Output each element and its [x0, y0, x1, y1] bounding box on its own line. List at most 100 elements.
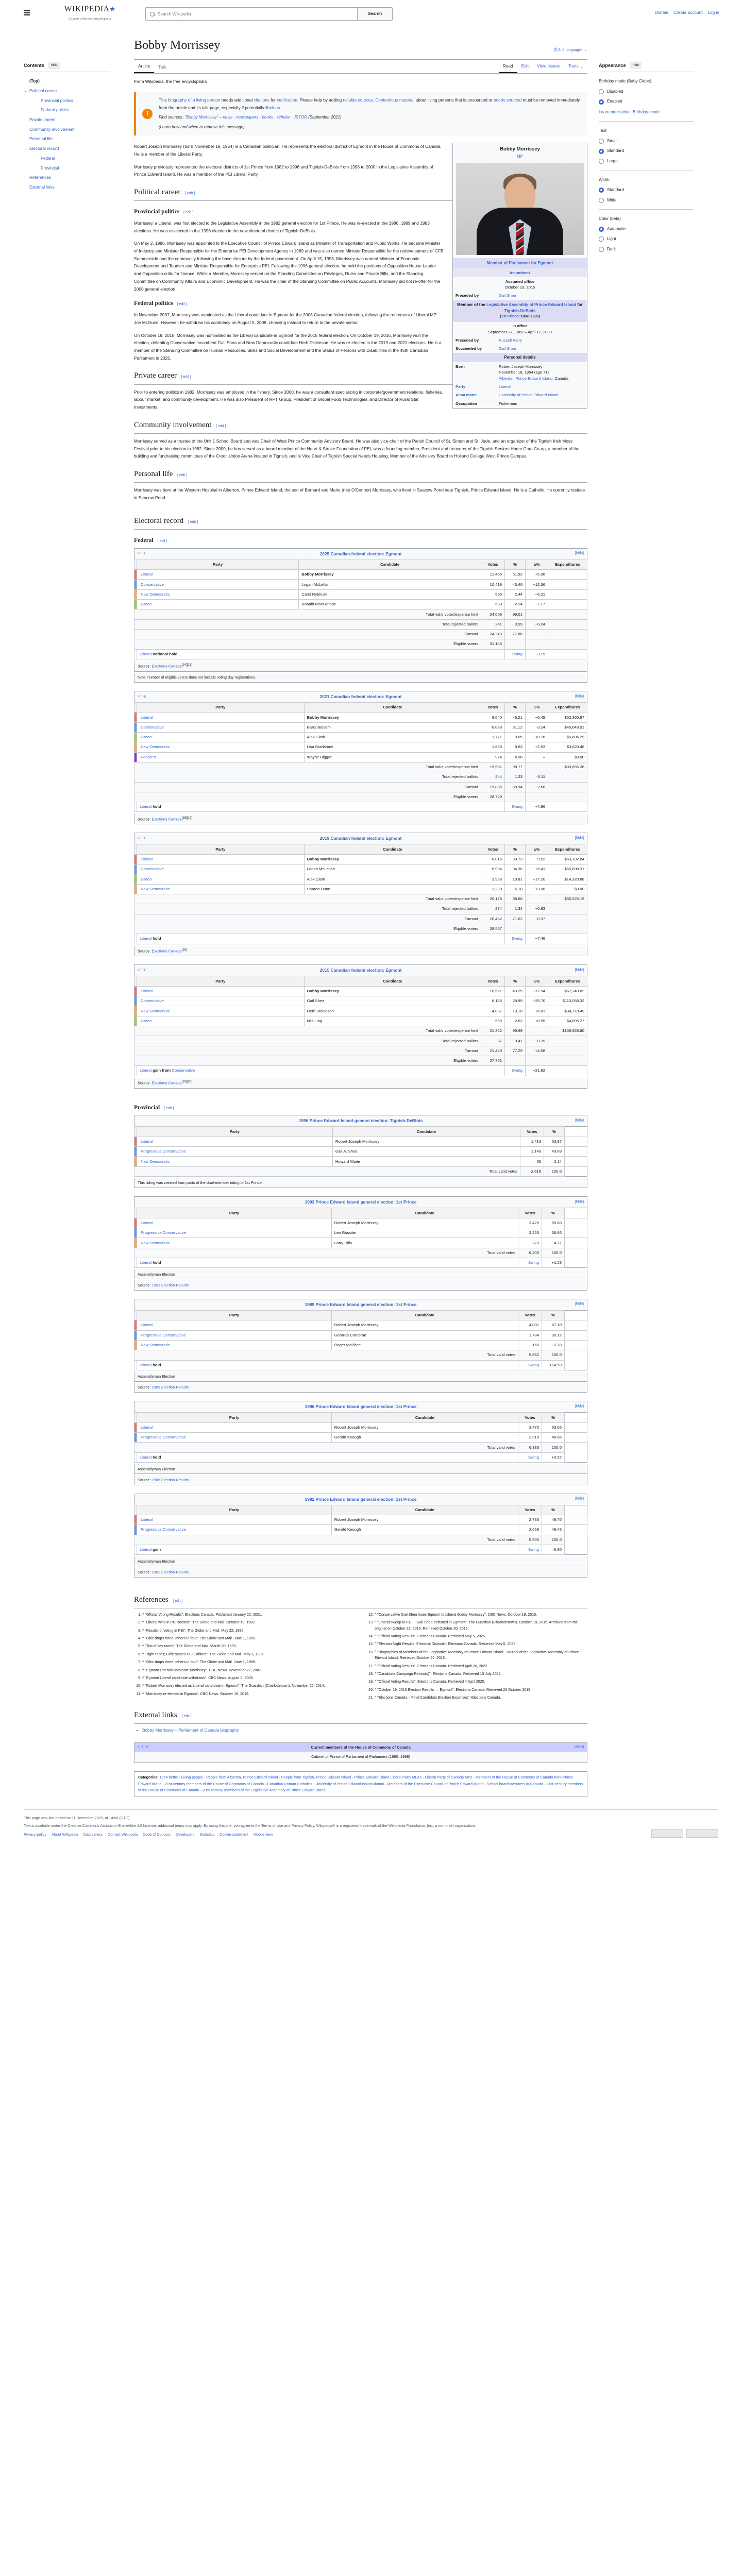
result-party-link[interactable]: Liberal — [140, 1362, 152, 1367]
tab-talk[interactable]: Talk — [158, 64, 166, 70]
footer-link[interactable]: Code of Conduct — [142, 1832, 171, 1837]
party-link[interactable]: Liberal — [141, 1425, 153, 1430]
party-link[interactable]: Green — [141, 876, 152, 882]
category-link[interactable]: 20th-century members of the Legislative … — [203, 1788, 326, 1793]
election-link[interactable]: 1993 Prince Edward Island general electi… — [305, 1199, 394, 1205]
tab-article[interactable]: Article — [134, 63, 155, 74]
libelous-link[interactable]: libelous — [265, 105, 280, 110]
toc-item-label[interactable]: Political career — [29, 88, 57, 93]
source-link[interactable]: Elections Canada — [151, 664, 182, 669]
toc-item-political-career[interactable]: ⌄ Political career — [24, 87, 122, 96]
party-link[interactable]: Conservative — [141, 867, 164, 872]
toc-item-label[interactable]: Provincial politics — [41, 98, 73, 103]
toc-item-community-involvement[interactable]: Community involvement — [24, 125, 122, 135]
district-link[interactable]: Egmont — [385, 694, 402, 699]
election-link[interactable]: 1982 Prince Edward Island general electi… — [305, 1496, 394, 1502]
toc-item-personal-life[interactable]: Personal life — [24, 134, 122, 144]
source-jstor[interactable]: JSTOR — [293, 115, 307, 120]
district-link[interactable]: 1st Prince — [396, 1301, 417, 1307]
party-link[interactable]: Conservative — [141, 998, 164, 1004]
table-hide-link[interactable]: [hide] — [575, 1118, 584, 1123]
category-link[interactable]: Liberal Party of Canada MPs — [425, 1774, 473, 1780]
party-link[interactable]: Conservative — [141, 724, 164, 730]
election-title[interactable]: 2021 Canadian federal election: Egmont — [319, 694, 402, 699]
source-news[interactable]: news — [223, 115, 233, 120]
party-link[interactable]: New Democratic — [141, 1159, 170, 1164]
footer-link[interactable]: About Wikipedia — [51, 1832, 78, 1837]
category-link[interactable]: People from Alberton, Prince Edward Isla… — [206, 1774, 278, 1780]
toc-item-private-career[interactable]: Private career — [24, 115, 122, 125]
width-option-standard[interactable]: Standard — [599, 187, 694, 194]
vte-links[interactable]: V·T·E — [138, 969, 147, 972]
election-link[interactable]: 2015 Canadian federal election — [319, 968, 383, 973]
table-hide-link[interactable]: [hide] — [575, 836, 584, 840]
table-hide-link[interactable]: [hide] — [575, 694, 584, 699]
footer-link[interactable]: Cookie statement — [220, 1832, 248, 1837]
source-link[interactable]: 1982 Election Results — [151, 1569, 189, 1574]
party-link[interactable]: Progressive Conservative — [141, 1149, 186, 1154]
election-title[interactable]: 1996 Prince Edward Island general electi… — [298, 1118, 423, 1124]
toc-item-references[interactable]: References — [24, 173, 122, 183]
category-link[interactable]: Members of the House of Commons of Canad… — [138, 1774, 574, 1786]
toc-item-label[interactable]: Private career — [29, 117, 56, 123]
election-title[interactable]: 2019 Canadian federal election: Egmont — [319, 836, 402, 841]
category-link[interactable]: Canadian Roman Catholics — [267, 1781, 313, 1786]
tab-view-history[interactable]: View history — [537, 63, 561, 69]
blp-link[interactable]: biography of a living person — [167, 97, 221, 103]
footer-link[interactable]: Privacy policy — [24, 1832, 46, 1837]
swing-link[interactable]: Swing — [528, 1547, 539, 1552]
source-link[interactable]: 1989 Election Results — [151, 1385, 189, 1390]
result-party-link[interactable]: Liberal — [140, 1068, 152, 1073]
swing-link[interactable]: Swing — [512, 804, 522, 809]
create-account-link[interactable]: Create account — [673, 10, 703, 15]
tab-tools[interactable]: Tools ⌄ — [568, 63, 583, 69]
party-link[interactable]: Progressive Conservative — [141, 1332, 186, 1337]
footer-link[interactable]: Disclaimers — [83, 1832, 103, 1837]
mediawiki-badge[interactable] — [686, 1828, 718, 1838]
source-link[interactable]: 1993 Election Results — [151, 1282, 189, 1287]
external-link[interactable]: Bobby Morrissey – Parliament of Canada b… — [142, 1727, 239, 1733]
verification-link[interactable]: verification — [277, 97, 297, 103]
source-refs[interactable]: [14][15] — [181, 663, 193, 667]
district-link[interactable]: 1st Prince — [396, 1404, 417, 1410]
toc-item-label[interactable]: External links — [29, 184, 55, 190]
text-option-small[interactable]: Small — [599, 138, 694, 145]
category-link[interactable]: 21st-century members of the House of Com… — [164, 1781, 264, 1786]
footer-link[interactable]: Statistics — [199, 1832, 215, 1837]
search-button[interactable]: Search — [357, 8, 392, 20]
party-link[interactable]: New Democratic — [141, 886, 170, 891]
result-tail-link[interactable]: Conservative — [172, 1068, 195, 1073]
learn-more-birthday-link[interactable]: Learn more about Birthday mode — [599, 109, 660, 114]
source-newspapers[interactable]: newspapers — [236, 115, 259, 120]
party-link[interactable]: Progressive Conservative — [141, 1527, 186, 1532]
find-sources-subject[interactable]: "Bobby Morrissey" — [184, 115, 218, 120]
election-title[interactable]: 1982 Prince Edward Island general electi… — [305, 1496, 417, 1502]
citations-link[interactable]: citations — [254, 97, 269, 103]
swing-link[interactable]: Swing — [528, 1454, 539, 1460]
search-input[interactable]: Search Wikipedia — [158, 11, 191, 16]
toc-item-electoral-record[interactable]: ⌄ Electoral record — [24, 144, 122, 154]
party-link[interactable]: Liberal — [141, 988, 153, 993]
election-link[interactable]: 2019 Canadian federal election — [319, 836, 383, 841]
category-link[interactable]: University of Prince Edward Island alumn… — [315, 1781, 384, 1786]
toc-item-federal-politics[interactable]: Federal politics — [24, 106, 122, 115]
language-selector[interactable]: 文A 2 languages ⌄ — [553, 47, 587, 54]
party-link[interactable]: Green — [141, 602, 152, 607]
navbox-show-link[interactable]: [show] — [574, 1744, 584, 1749]
election-title[interactable]: 1989 Prince Edward Island general electi… — [305, 1301, 417, 1307]
result-party-link[interactable]: Liberal — [140, 1454, 152, 1460]
party-link[interactable]: Liberal — [141, 572, 153, 577]
text-option-standard[interactable]: Standard — [599, 148, 694, 155]
category-link[interactable]: Prince Edward Island Liberal Party MLAs — [354, 1774, 422, 1780]
election-link[interactable]: 1996 Prince Edward Island general electi… — [298, 1118, 387, 1124]
category-link[interactable]: Members of the Executive Council of Prin… — [387, 1781, 484, 1786]
result-party-link[interactable]: Liberal — [140, 804, 152, 809]
main-menu-icon[interactable] — [24, 9, 30, 16]
contentious-material-link[interactable]: Contentious material — [375, 97, 415, 103]
election-title[interactable]: 1986 Prince Edward Island general electi… — [305, 1404, 417, 1410]
result-party-link[interactable]: Liberal — [140, 1260, 152, 1265]
party-link[interactable]: Conservative — [141, 582, 164, 587]
result-party-link[interactable]: Liberal — [140, 1547, 152, 1552]
table-hide-link[interactable]: [hide] — [575, 1404, 584, 1409]
party-link[interactable]: People's — [141, 754, 156, 759]
